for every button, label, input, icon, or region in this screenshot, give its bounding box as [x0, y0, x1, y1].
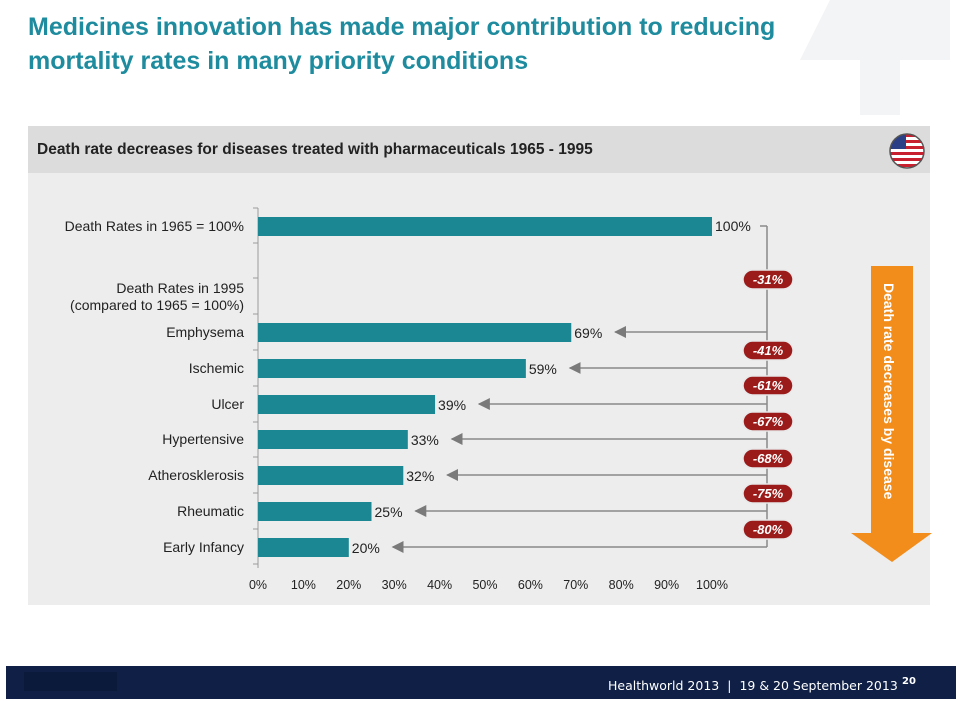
bar-baseline [258, 217, 712, 236]
category-label: Emphysema [166, 324, 244, 340]
decrease-badge [742, 269, 794, 290]
decrease-label: -80% [753, 522, 784, 537]
x-tick-label: 70% [563, 578, 588, 592]
x-tick-label: 80% [609, 578, 634, 592]
bar-early-infancy [258, 538, 349, 557]
bar-emphysema [258, 323, 572, 342]
footer-text: Healthworld 2013 | 19 & 20 September 201… [608, 678, 898, 693]
bar-ischemic [258, 359, 526, 378]
x-tick-label: 60% [518, 578, 543, 592]
x-tick-label: 0% [249, 578, 267, 592]
decrease-badge [742, 519, 794, 540]
bar-value-label: 33% [411, 432, 439, 448]
panel-title: Death rate decreases for diseases treate… [37, 141, 593, 158]
category-label: Atherosklerosis [148, 467, 244, 483]
bar-value-label: 20% [352, 540, 380, 556]
bar-value-label: 69% [574, 325, 602, 341]
decrease-badge [742, 483, 794, 504]
slide-title: Medicines innovation has made major cont… [28, 13, 776, 75]
group-label-line1: Death Rates in 1995 [116, 280, 244, 296]
decrease-label: -68% [753, 451, 784, 466]
decrease-label: -67% [753, 414, 784, 429]
us-flag-icon [889, 133, 925, 169]
group-label-line2: (compared to 1965 = 100%) [70, 297, 244, 313]
bar-atherosklerosis [258, 466, 404, 485]
category-label: Ulcer [211, 396, 244, 412]
side-arrow-label: Death rate decreases by disease [881, 283, 897, 500]
category-label: Rheumatic [177, 503, 244, 519]
side-down-arrow-icon [851, 266, 932, 562]
decrease-badge [742, 448, 794, 469]
decrease-label: -31% [753, 272, 784, 287]
x-tick-label: 30% [382, 578, 407, 592]
footer-separator: | [727, 678, 732, 693]
x-tick-label: 50% [472, 578, 497, 592]
decrease-label: -61% [753, 378, 784, 393]
x-tick-label: 100% [696, 578, 728, 592]
bar-value-label: 59% [529, 361, 557, 377]
category-label: Early Infancy [163, 539, 244, 555]
x-tick-label: 90% [654, 578, 679, 592]
x-tick-label: 20% [336, 578, 361, 592]
bar-value-label: 39% [438, 397, 466, 413]
decrease-label: -75% [753, 486, 784, 501]
footer-logo-icon [24, 672, 117, 691]
footer-dates: 19 & 20 September 2013 [739, 678, 898, 693]
category-label: Ischemic [189, 360, 244, 376]
bar-value-label: 32% [406, 468, 434, 484]
decrease-badge [742, 375, 794, 396]
bar-hypertensive [258, 430, 408, 449]
x-tick-label: 40% [427, 578, 452, 592]
decrease-badge [742, 411, 794, 432]
footer-bar: Healthworld 2013 | 19 & 20 September 201… [6, 666, 956, 699]
bar-rheumatic [258, 502, 372, 521]
baseline-value-label: 100% [715, 218, 751, 234]
bar-ulcer [258, 395, 436, 414]
background-logo-icon [800, 0, 950, 115]
decrease-badge [742, 340, 794, 361]
baseline-label: Death Rates in 1965 = 100% [65, 218, 244, 234]
footer-event: Healthworld 2013 [608, 678, 720, 693]
decrease-label: -41% [753, 343, 784, 358]
page-number: 20 [902, 676, 916, 687]
category-label: Hypertensive [162, 431, 244, 447]
bar-value-label: 25% [375, 504, 403, 520]
x-tick-label: 10% [291, 578, 316, 592]
panel-header: Death rate decreases for diseases treate… [28, 126, 930, 173]
